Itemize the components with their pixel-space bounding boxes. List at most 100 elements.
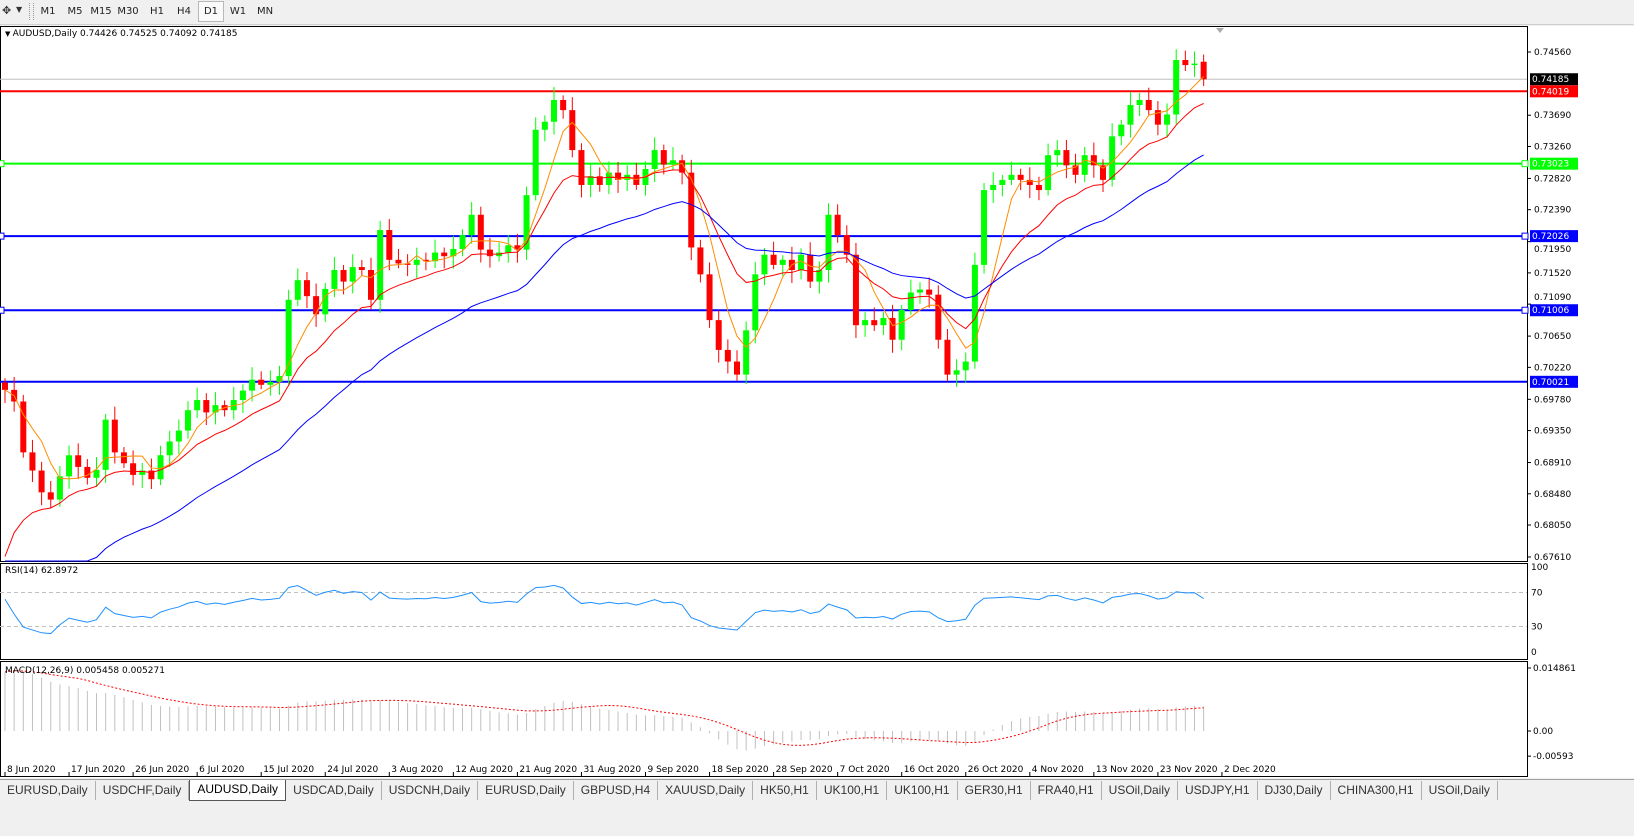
- candle-body[interactable]: [395, 259, 402, 264]
- candle-body[interactable]: [935, 294, 942, 340]
- timeframe-mn-button[interactable]: MN: [256, 6, 274, 17]
- candle-body[interactable]: [1054, 150, 1061, 156]
- chart-tab[interactable]: USDJPY,H1: [1178, 781, 1258, 800]
- timeframe-m5-button[interactable]: M5: [67, 6, 83, 17]
- chart-tab[interactable]: AUDUSD,Daily: [189, 780, 287, 801]
- candle-body[interactable]: [706, 274, 713, 321]
- candle-body[interactable]: [185, 410, 191, 431]
- timeframe-m15-button[interactable]: M15: [90, 6, 112, 17]
- candle-body[interactable]: [660, 150, 667, 165]
- chart-tab[interactable]: USDCAD,Daily: [286, 781, 382, 800]
- candle-body[interactable]: [75, 455, 82, 467]
- candle-body[interactable]: [1136, 99, 1143, 106]
- candle-body[interactable]: [834, 214, 841, 236]
- candle-body[interactable]: [578, 150, 585, 185]
- candle-body[interactable]: [889, 317, 896, 340]
- toolbar-grip[interactable]: [29, 3, 34, 20]
- chart-tab[interactable]: USOil,Daily: [1422, 781, 1498, 800]
- candle-body[interactable]: [715, 320, 722, 350]
- chart-tab[interactable]: UK100,H1: [887, 781, 958, 800]
- chart-canvas[interactable]: 0.74560 0.73690 0.73260 0.72820 0.72390 0.719…: [0, 26, 1634, 778]
- candle-body[interactable]: [981, 190, 988, 265]
- candle-body[interactable]: [770, 254, 777, 265]
- candle-body[interactable]: [349, 267, 356, 282]
- chart-tab[interactable]: GBPUSD,H4: [574, 781, 659, 800]
- chart-tab[interactable]: USOil,Daily: [1102, 781, 1179, 800]
- candle-body[interactable]: [29, 452, 36, 471]
- candle-body[interactable]: [779, 259, 786, 265]
- candle-body[interactable]: [605, 172, 612, 185]
- candle-body[interactable]: [377, 230, 384, 300]
- candle-body[interactable]: [1072, 165, 1079, 175]
- candle-body[interactable]: [313, 296, 320, 315]
- candle-body[interactable]: [294, 280, 301, 300]
- candle-body[interactable]: [807, 254, 814, 282]
- candle-body[interactable]: [432, 252, 439, 262]
- chart-tab[interactable]: FRA40,H1: [1031, 781, 1102, 800]
- candle-body[interactable]: [1118, 124, 1125, 137]
- candle-body[interactable]: [926, 289, 933, 295]
- candle-body[interactable]: [953, 370, 960, 375]
- level-handle[interactable]: [1521, 160, 1529, 168]
- candle-body[interactable]: [596, 176, 603, 185]
- candle-body[interactable]: [917, 289, 923, 293]
- chart-tab[interactable]: XAUUSD,Daily: [658, 781, 754, 800]
- candle-body[interactable]: [615, 172, 622, 180]
- timeframe-h1-button[interactable]: H1: [150, 6, 164, 17]
- candle-body[interactable]: [679, 160, 686, 173]
- chart-tab[interactable]: UK100,H1: [817, 781, 888, 800]
- candle-body[interactable]: [825, 214, 832, 270]
- candle-body[interactable]: [880, 317, 887, 326]
- candle-body[interactable]: [898, 309, 905, 340]
- candle-body[interactable]: [47, 492, 54, 500]
- candle-body[interactable]: [258, 379, 265, 385]
- chart-tab[interactable]: DJ30,Daily: [1258, 781, 1331, 800]
- timeframe-d1-button[interactable]: D1: [198, 1, 224, 22]
- candle-body[interactable]: [66, 455, 73, 477]
- level-handle[interactable]: [0, 160, 5, 168]
- crosshair-tool-icon[interactable]: ✥: [2, 4, 12, 17]
- candle-body[interactable]: [322, 288, 329, 315]
- level-handle[interactable]: [0, 232, 5, 240]
- candle-body[interactable]: [560, 99, 567, 111]
- candle-body[interactable]: [669, 160, 676, 165]
- chart-tab[interactable]: GER30,H1: [958, 781, 1031, 800]
- chart-tab[interactable]: CHINA300,H1: [1331, 781, 1422, 800]
- candle-body[interactable]: [843, 235, 850, 255]
- candle-body[interactable]: [148, 470, 155, 480]
- candle-body[interactable]: [194, 400, 201, 411]
- candle-body[interactable]: [862, 320, 869, 326]
- candle-body[interactable]: [551, 99, 557, 122]
- candle-body[interactable]: [1017, 174, 1024, 180]
- candle-body[interactable]: [816, 269, 823, 282]
- chart-tab[interactable]: USDCNH,Daily: [382, 781, 479, 800]
- candle-body[interactable]: [111, 419, 118, 453]
- candle-body[interactable]: [990, 184, 997, 191]
- level-handle[interactable]: [0, 306, 5, 314]
- candle-body[interactable]: [166, 441, 173, 456]
- candle-body[interactable]: [541, 121, 548, 130]
- candle-body[interactable]: [514, 245, 521, 250]
- candle-body[interactable]: [477, 214, 484, 250]
- candle-body[interactable]: [368, 269, 374, 300]
- candle-body[interactable]: [1090, 155, 1097, 166]
- candle-body[interactable]: [276, 376, 283, 382]
- candle-body[interactable]: [56, 476, 63, 500]
- candle-body[interactable]: [157, 455, 164, 480]
- candle-body[interactable]: [1026, 179, 1033, 185]
- candle-body[interactable]: [386, 230, 393, 260]
- candle-body[interactable]: [413, 259, 420, 265]
- candle-body[interactable]: [102, 419, 109, 470]
- chart-window[interactable]: 0.74560 0.73690 0.73260 0.72820 0.72390 0.719…: [0, 26, 1634, 778]
- candle-body[interactable]: [139, 470, 146, 475]
- candle-body[interactable]: [907, 292, 914, 310]
- candle-body[interactable]: [1008, 174, 1015, 180]
- candle-body[interactable]: [203, 400, 210, 413]
- candle-body[interactable]: [486, 249, 493, 257]
- candle-body[interactable]: [38, 470, 45, 493]
- candle-body[interactable]: [761, 254, 768, 275]
- candle-body[interactable]: [239, 390, 246, 401]
- candle-body[interactable]: [441, 252, 448, 257]
- candle-body[interactable]: [1182, 59, 1189, 66]
- candle-body[interactable]: [285, 299, 292, 377]
